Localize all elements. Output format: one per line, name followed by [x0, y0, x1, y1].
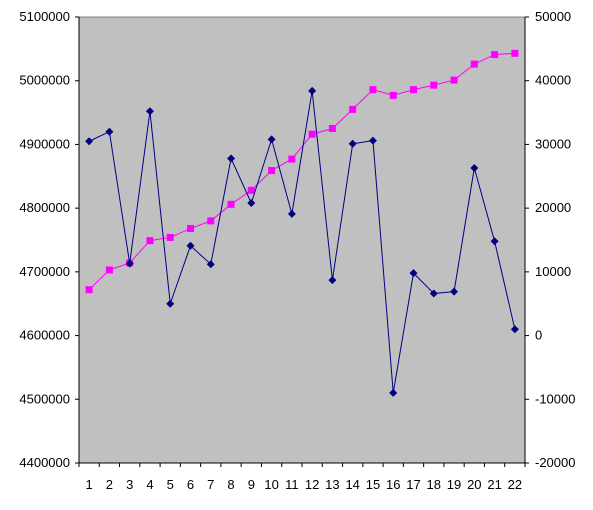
x-tick-label: 18 — [427, 477, 441, 492]
series-2-point — [287, 209, 296, 218]
series-2-point — [247, 199, 256, 208]
series-1-line — [88, 52, 515, 291]
series-2-line — [88, 90, 516, 393]
series-2-point — [510, 325, 519, 334]
series-1-point — [288, 155, 296, 163]
x-tick-label: 6 — [187, 477, 194, 492]
series-1-point — [227, 200, 235, 208]
series-2-point — [348, 139, 357, 148]
x-tick-label: 11 — [285, 477, 299, 492]
x-tick-label: 10 — [264, 477, 278, 492]
left-tick-label: 5000000 — [19, 73, 70, 88]
left-tick-label: 4700000 — [19, 264, 70, 279]
series-2 — [85, 86, 519, 397]
x-tick-label: 3 — [126, 477, 133, 492]
series-1-point — [207, 217, 215, 225]
x-tick-label: 8 — [227, 477, 234, 492]
series-2-point — [125, 259, 134, 268]
series-2-point — [409, 269, 418, 278]
x-tick-label: 16 — [386, 477, 400, 492]
right-tick-label: 10000 — [535, 264, 571, 279]
left-tick-label: 4400000 — [19, 455, 70, 470]
left-axis-ticks: 4400000 4500000 4600000 4700000 4800000 49000… — [19, 9, 79, 470]
right-axis-ticks: -20000 -10000 0 10000 20000 30000 40000 50000 — [525, 9, 575, 470]
series-1-point — [187, 225, 194, 233]
x-tick-label: 15 — [366, 477, 380, 492]
series-1-point — [146, 237, 154, 245]
left-tick-label: 4900000 — [19, 136, 70, 151]
series-2-point — [368, 136, 377, 145]
right-tick-label: 50000 — [535, 9, 571, 24]
x-tick-label: 21 — [487, 477, 501, 492]
series-1-point — [470, 60, 478, 68]
x-tick-label: 22 — [508, 477, 522, 492]
series-2-point — [490, 237, 499, 246]
series-1-point — [369, 86, 377, 94]
series-2-point — [450, 287, 459, 296]
series-2-point — [206, 260, 215, 269]
series-1-point — [410, 86, 417, 94]
series-1-point — [491, 51, 499, 59]
right-tick-label: 40000 — [535, 73, 571, 88]
plot-area — [78, 16, 526, 464]
series-1-point — [268, 167, 276, 175]
right-tick-label: 30000 — [535, 136, 571, 151]
x-tick-label: 14 — [345, 477, 359, 492]
right-tick-label: 0 — [535, 328, 542, 343]
series-1-point — [328, 125, 336, 132]
series-2-point — [328, 276, 337, 285]
series-2-point — [429, 289, 438, 298]
series-1-point — [511, 49, 519, 57]
x-tick-label: 9 — [248, 477, 255, 492]
series-1-point — [450, 76, 458, 84]
series-2-point — [186, 241, 195, 250]
series-1 — [85, 49, 519, 294]
series-2-point — [308, 86, 317, 95]
x-tick-label: 12 — [305, 477, 319, 492]
right-tick-label: -10000 — [535, 391, 575, 406]
x-tick-label: 4 — [146, 477, 153, 492]
series-2-point — [145, 107, 154, 116]
left-tick-label: 4800000 — [19, 200, 70, 215]
series-layer — [85, 49, 519, 397]
x-tick-label: 2 — [106, 477, 113, 492]
series-2-point — [389, 388, 398, 397]
x-tick-label: 7 — [207, 477, 214, 492]
series-2-point — [166, 299, 175, 308]
series-1-point — [430, 81, 438, 89]
series-1-point — [349, 105, 357, 113]
left-tick-label: 4500000 — [19, 391, 70, 406]
series-1-point — [85, 286, 93, 294]
left-tick-label: 4600000 — [19, 328, 70, 343]
series-1-point — [247, 186, 255, 194]
series-2-point — [470, 164, 479, 172]
right-tick-label: -20000 — [535, 455, 575, 470]
x-tick-label: 1 — [86, 477, 93, 492]
series-2-point — [85, 137, 94, 146]
x-tick-label: 19 — [447, 477, 461, 492]
x-axis-ticks: 1 2 3 4 5 6 7 8 9 10 11 12 13 14 15 16 17 18 19 20 21 22 — [78, 463, 526, 492]
right-tick-label: 20000 — [535, 200, 571, 215]
x-tick-label: 5 — [167, 477, 174, 492]
series-2-point — [227, 154, 236, 163]
x-tick-label: 13 — [325, 477, 339, 492]
series-2-point — [267, 135, 276, 144]
left-tick-label: 5100000 — [19, 9, 70, 24]
x-tick-label: 20 — [467, 477, 481, 492]
x-tick-label: 17 — [406, 477, 420, 492]
series-1-point — [308, 130, 316, 138]
series-1-point — [105, 266, 113, 274]
series-1-point — [166, 233, 174, 241]
series-1-point — [389, 91, 397, 99]
series-2-point — [105, 127, 114, 136]
